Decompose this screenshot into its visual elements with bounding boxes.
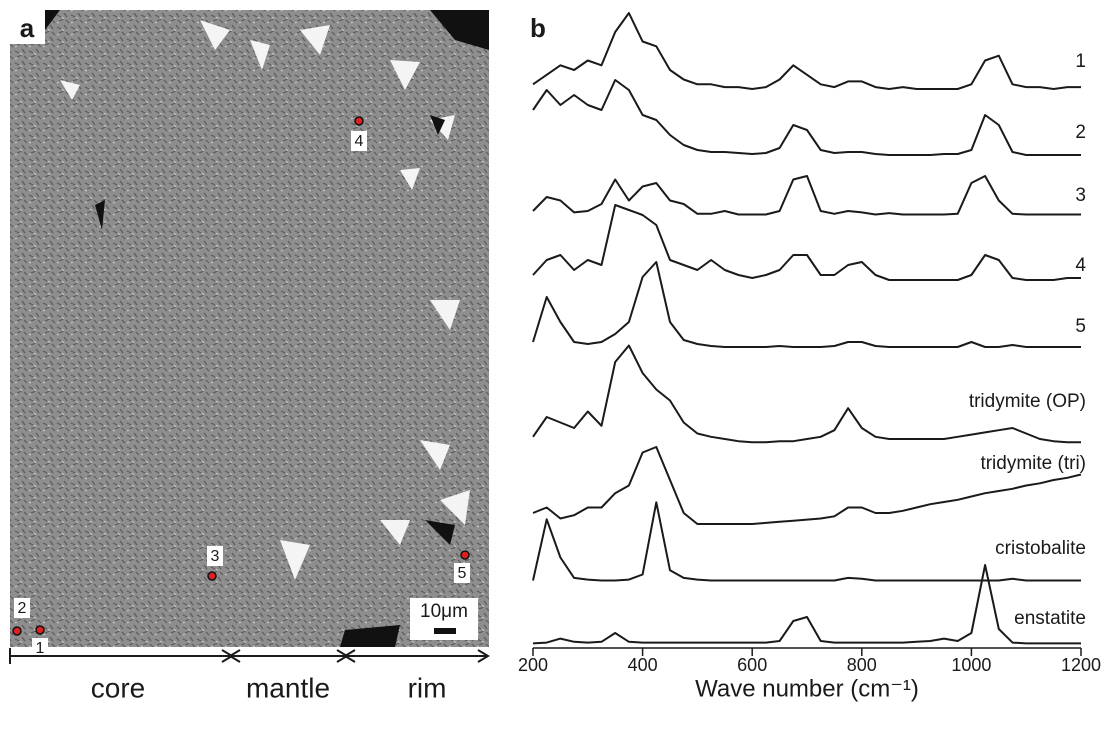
panel-label: a [20, 13, 35, 43]
spectrum-line [532, 446, 1082, 525]
point-marker [35, 625, 45, 635]
point-marker [354, 116, 364, 126]
series-label: enstatite [1014, 608, 1086, 629]
spectrum-line [532, 175, 1081, 216]
x-tick-label: 1200 [1061, 655, 1101, 675]
point-label: 1 [36, 640, 45, 657]
point-label-box [351, 131, 367, 151]
series-label: 1 [1075, 51, 1086, 72]
spectrum-line [532, 79, 1081, 156]
scale-bar [434, 628, 456, 634]
point-marker [12, 626, 22, 636]
spectrum-line [532, 12, 1081, 90]
panel-label-box [10, 10, 45, 44]
point-marker [460, 550, 470, 560]
series-label: 4 [1075, 255, 1086, 276]
x-tick-label: 800 [847, 655, 877, 675]
spectrum-line [532, 344, 1081, 444]
series-label: cristobalite [995, 538, 1086, 559]
region-label: core [91, 672, 145, 703]
series-label: 3 [1075, 185, 1086, 206]
point-label-box [32, 638, 48, 658]
spectrum-line [532, 564, 1081, 645]
x-tick-label: 400 [628, 655, 658, 675]
series-label: 2 [1075, 122, 1086, 143]
region-label: rim [408, 672, 447, 703]
series-label: tridymite (tri) [980, 453, 1086, 474]
sem-image [10, 10, 489, 647]
point-label-box [454, 563, 470, 583]
point-label: 5 [458, 565, 467, 582]
x-tick-label: 600 [737, 655, 767, 675]
point-marker [207, 571, 217, 581]
spectrum-line [532, 204, 1081, 281]
region-arrows [9, 648, 490, 664]
panel-label: b [530, 13, 546, 43]
spectrum-line [532, 501, 1081, 582]
point-label: 4 [355, 133, 364, 150]
point-label: 3 [211, 548, 220, 565]
spectrum-line [532, 261, 1081, 348]
point-label-box [14, 598, 30, 618]
x-tick-label: 1000 [951, 655, 991, 675]
point-label-box [207, 546, 223, 566]
x-tick-label: 200 [518, 655, 548, 675]
scale-bar-label: 10μm [420, 601, 468, 622]
x-axis-label: Wave number (cm⁻¹) [695, 675, 919, 702]
region-label: mantle [246, 672, 330, 703]
series-label: 5 [1075, 316, 1086, 337]
series-label: tridymite (OP) [969, 391, 1086, 412]
point-label: 2 [18, 600, 27, 617]
